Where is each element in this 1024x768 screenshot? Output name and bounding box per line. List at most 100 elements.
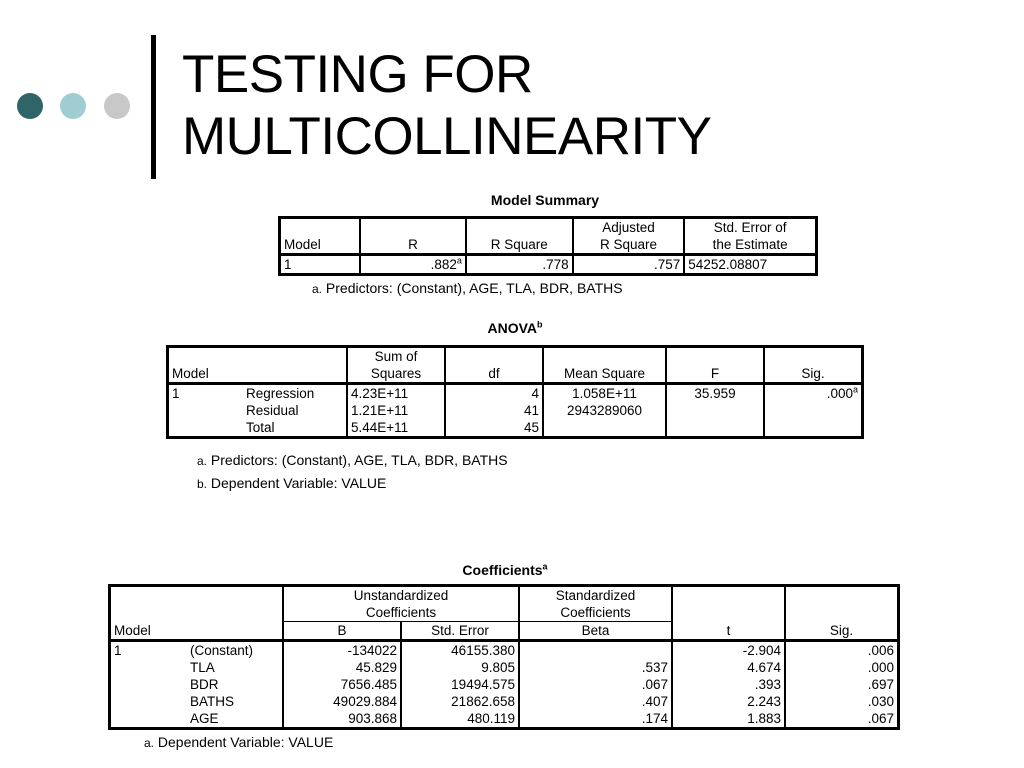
cell-r-square: .778	[465, 254, 574, 275]
cell-se: 19494.575	[401, 676, 520, 693]
cell-r: .882a	[359, 254, 467, 275]
coefficients-caption-marker: a	[542, 561, 548, 572]
cell-label: BATHS	[187, 693, 284, 710]
cell-ss: 1.21E+11	[347, 402, 446, 419]
cell-b: 49029.884	[283, 693, 402, 710]
cell-label: BDR	[187, 676, 284, 693]
cell-adj-r-square: .757	[572, 254, 686, 275]
decorative-dot-dark	[17, 93, 43, 119]
col-header-sig: Sig.	[801, 366, 825, 381]
header-spacer	[109, 585, 284, 622]
cell-beta: .407	[519, 693, 673, 710]
title-line-1: TESTING FOR	[182, 45, 533, 104]
std-line-1: Standardized	[555, 588, 636, 603]
table-header-row: Model Sum of Squares df Mean Square F Si…	[167, 346, 863, 384]
col-header-model: Model	[109, 621, 284, 641]
table-row: 1 .882a .778 .757 54252.08807	[279, 254, 817, 275]
col-header-std-error: Std. Error	[401, 621, 520, 641]
cell-label: AGE	[187, 710, 284, 729]
anova-caption: ANOVAb	[465, 320, 565, 336]
col-header-sig: Sig.	[829, 623, 854, 638]
model-summary-table: Model R R Square Adjusted R Square Std. …	[278, 216, 818, 276]
cell-df: 45	[445, 419, 544, 438]
r-value: .882	[430, 257, 457, 272]
cell-label: Regression	[243, 383, 348, 402]
col-header-f: F	[666, 346, 765, 384]
cell-b: -134022	[283, 640, 402, 659]
cell-sig: .000	[867, 660, 894, 675]
cell-se: 46155.380	[401, 640, 520, 659]
coefficients-caption: Coefficientsa	[440, 562, 570, 578]
cell-sig: .030	[867, 694, 894, 709]
cell-label: (Constant)	[187, 640, 284, 659]
cell-t: 4.674	[672, 659, 786, 676]
cell-label: Total	[243, 419, 348, 438]
cell-t: 2.243	[672, 693, 786, 710]
cell-t: .393	[672, 676, 786, 693]
footnote-text: Predictors: (Constant), AGE, TLA, BDR, B…	[210, 452, 508, 468]
footnote-marker: a.	[197, 454, 208, 468]
adj-line-2: R Square	[599, 237, 658, 252]
se-line-1: Std. Error of	[713, 220, 787, 235]
cell-df: 41	[445, 402, 544, 419]
cell-label: TLA	[187, 659, 284, 676]
footnote-marker: b.	[197, 477, 208, 491]
cell-ms: 2943289060	[543, 402, 667, 419]
cell-model: 1	[279, 254, 361, 275]
table-row: Total 5.44E+11 45	[168, 419, 863, 438]
anova-caption-marker: b	[537, 319, 543, 330]
unstd-line-2: Coefficients	[365, 605, 437, 620]
cell-f	[666, 419, 765, 438]
table-row: BDR 7656.485 19494.575 .067 .393 .697	[110, 676, 899, 693]
cell-se: 21862.658	[401, 693, 520, 710]
adj-line-1: Adjusted	[602, 220, 655, 235]
cell-t: -2.904	[672, 640, 786, 659]
unstd-line-1: Unstandardized	[353, 588, 449, 603]
title-divider	[151, 35, 156, 179]
header-spacer	[672, 585, 786, 622]
footnote-marker: a.	[144, 736, 155, 750]
cell-sig: .067	[867, 711, 894, 726]
cell-b: 903.868	[283, 710, 402, 729]
cell-b: 7656.485	[283, 676, 402, 693]
table-row: Residual 1.21E+11 41 2943289060	[168, 402, 863, 419]
col-group-standardized: Standardized Coefficients	[519, 585, 673, 622]
model-summary-caption: Model Summary	[490, 192, 600, 208]
cell-b: 45.829	[283, 659, 402, 676]
cell-t: 1.883	[672, 710, 786, 729]
table-row: AGE 903.868 480.119 .174 1.883 .067	[110, 710, 899, 729]
cell-beta: .067	[519, 676, 673, 693]
sig-value: .000	[826, 386, 853, 401]
table-row: 1 Regression 4.23E+11 4 1.058E+11 35.959…	[168, 383, 863, 402]
title-line-2: MULTICOLLINEARITY	[182, 107, 712, 166]
col-header-mean-square: Mean Square	[543, 346, 667, 384]
slide-title: TESTING FOR MULTICOLLINEARITY	[182, 44, 712, 168]
decorative-dot-light	[60, 93, 86, 119]
table-row: BATHS 49029.884 21862.658 .407 2.243 .03…	[110, 693, 899, 710]
cell-f	[666, 402, 765, 419]
col-header-sum-of-squares: Sum of Squares	[347, 346, 446, 384]
cell-model: 1	[114, 643, 122, 658]
col-header-df: df	[445, 346, 544, 384]
coefficients-footnote: a. Dependent Variable: VALUE	[144, 734, 333, 750]
sig-footnote-marker: a	[852, 384, 858, 395]
cell-ms: 1.058E+11	[543, 383, 667, 402]
cell-sig: .697	[867, 677, 894, 692]
footnote-text: Dependent Variable: VALUE	[210, 475, 387, 491]
col-header-b: B	[283, 621, 402, 641]
cell-sig	[764, 419, 863, 438]
col-header-std-error: Std. Error of the Estimate	[684, 218, 816, 255]
model-summary-footnote: a. Predictors: (Constant), AGE, TLA, BDR…	[312, 280, 623, 296]
cell-label: Residual	[243, 402, 348, 419]
cell-ss: 4.23E+11	[347, 383, 446, 402]
footnote-text: Dependent Variable: VALUE	[157, 734, 334, 750]
footnote-marker: a.	[312, 282, 323, 296]
cell-se: 9.805	[401, 659, 520, 676]
cell-se: 480.119	[401, 710, 520, 729]
col-header-r-square: R Square	[465, 217, 574, 255]
decorative-dot-grey	[104, 93, 130, 119]
cell-beta	[519, 640, 673, 659]
col-header-beta: Beta	[519, 621, 673, 641]
cell-sig	[764, 402, 863, 419]
anova-caption-text: ANOVA	[487, 320, 538, 336]
